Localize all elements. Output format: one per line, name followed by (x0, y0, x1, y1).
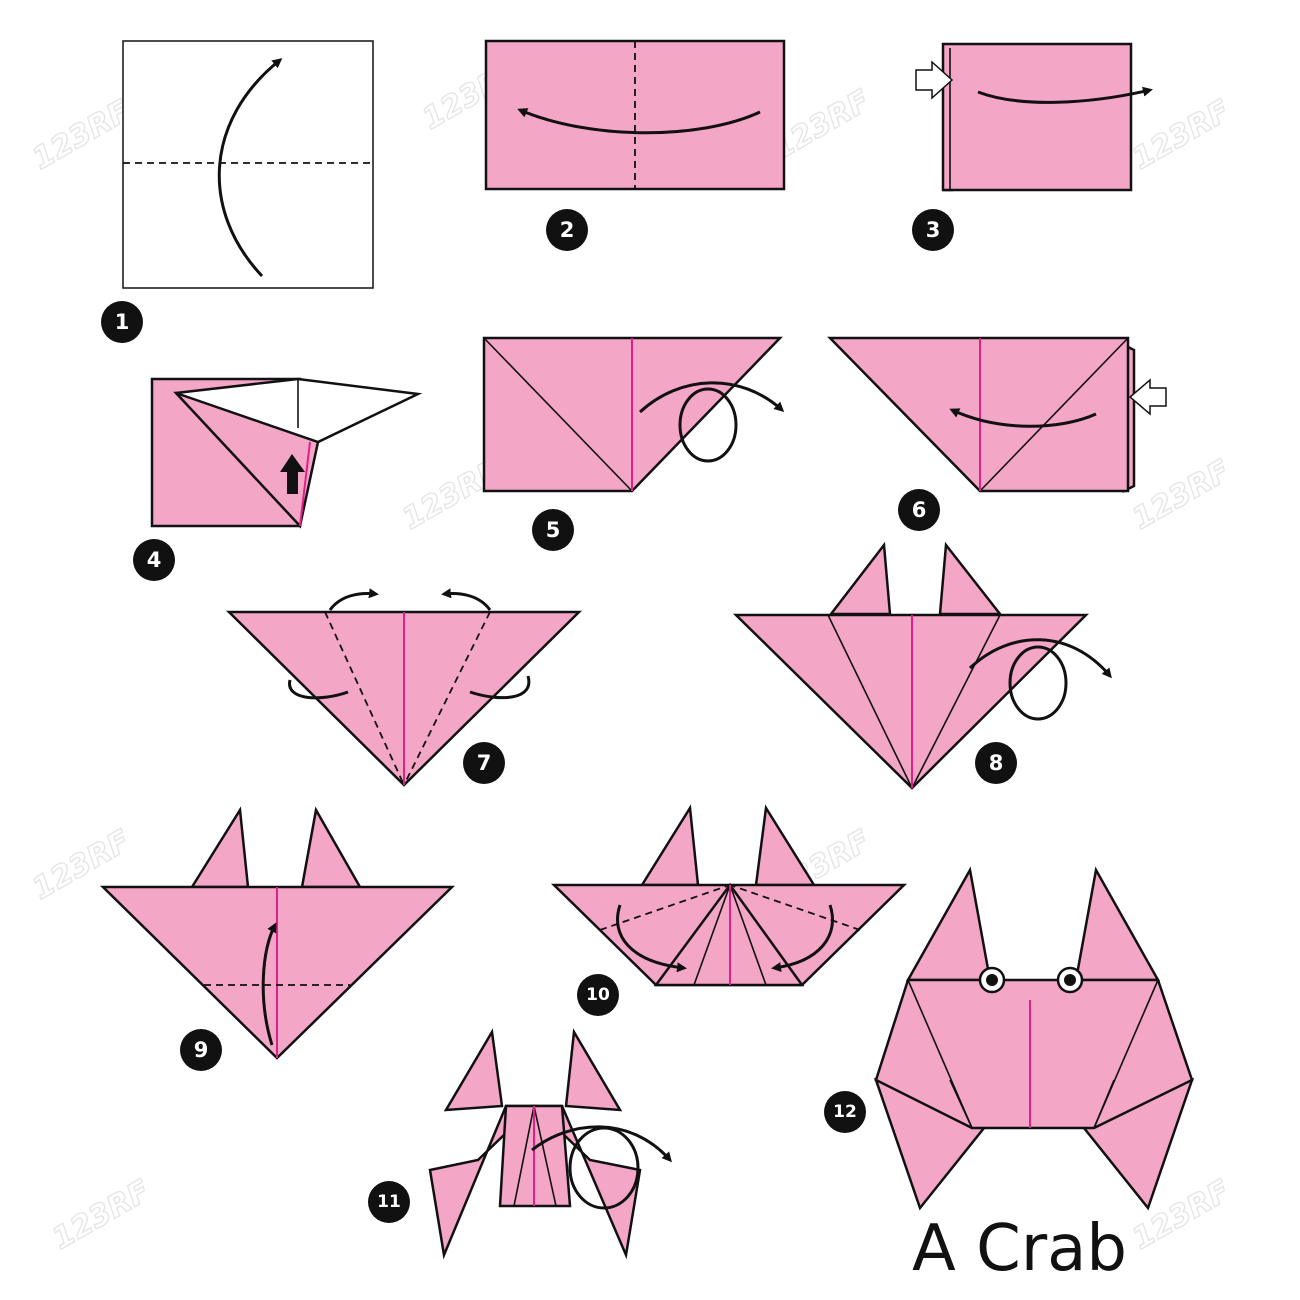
eye-icon (1056, 966, 1084, 994)
svg-text:2: 2 (560, 218, 575, 242)
step-6-figure (827, 336, 1167, 494)
step-5-figure (482, 336, 785, 493)
svg-text:123RF: 123RF (47, 1173, 157, 1257)
step-3-figure (915, 42, 1153, 192)
step-badge-3: 3 (912, 209, 954, 251)
svg-text:12: 12 (833, 1102, 857, 1122)
svg-text:3: 3 (926, 218, 941, 242)
step-12-figure (873, 866, 1195, 1211)
push-arrow-icon (1128, 378, 1167, 416)
svg-text:5: 5 (546, 518, 561, 542)
svg-text:123RF: 123RF (27, 93, 137, 177)
watermark: 123RF (26, 93, 137, 178)
step-4-figure (150, 377, 423, 529)
svg-text:123RF: 123RF (1127, 93, 1237, 177)
step-7-figure (225, 588, 583, 787)
svg-text:7: 7 (477, 751, 492, 775)
step-8-figure (732, 541, 1112, 790)
svg-text:6: 6 (912, 498, 927, 522)
push-arrow-icon (915, 60, 954, 100)
step-badge-12: 12 (824, 1091, 866, 1133)
svg-text:9: 9 (194, 1038, 209, 1062)
watermark: 123RF (1126, 453, 1237, 538)
step-badge-8: 8 (975, 742, 1017, 784)
watermark: 123RF (46, 1173, 157, 1258)
step-badge-6: 6 (898, 489, 940, 531)
up-arrow-icon (280, 454, 305, 494)
svg-text:8: 8 (989, 751, 1004, 775)
step-10-figure (550, 804, 908, 987)
page-title: A Crab (912, 1212, 1127, 1286)
step-badge-1: 1 (101, 301, 143, 343)
step-badge-5: 5 (532, 509, 574, 551)
step-1-figure (122, 40, 374, 289)
step-11-figure (428, 1028, 672, 1260)
step-2-figure (484, 39, 786, 191)
step-badge-2: 2 (546, 209, 588, 251)
watermark: 123RF (1126, 93, 1237, 178)
svg-text:4: 4 (147, 548, 162, 572)
step-badge-11: 11 (368, 1181, 410, 1223)
svg-text:10: 10 (586, 985, 610, 1005)
svg-text:1: 1 (115, 310, 130, 334)
step-badge-7: 7 (463, 742, 505, 784)
step-9-figure (99, 806, 456, 1060)
step-badge-10: 10 (577, 974, 619, 1016)
svg-text:123RF: 123RF (1127, 453, 1237, 537)
svg-text:11: 11 (377, 1192, 401, 1212)
eye-icon (978, 966, 1006, 994)
step-badge-9: 9 (180, 1029, 222, 1071)
step-badge-4: 4 (133, 539, 175, 581)
